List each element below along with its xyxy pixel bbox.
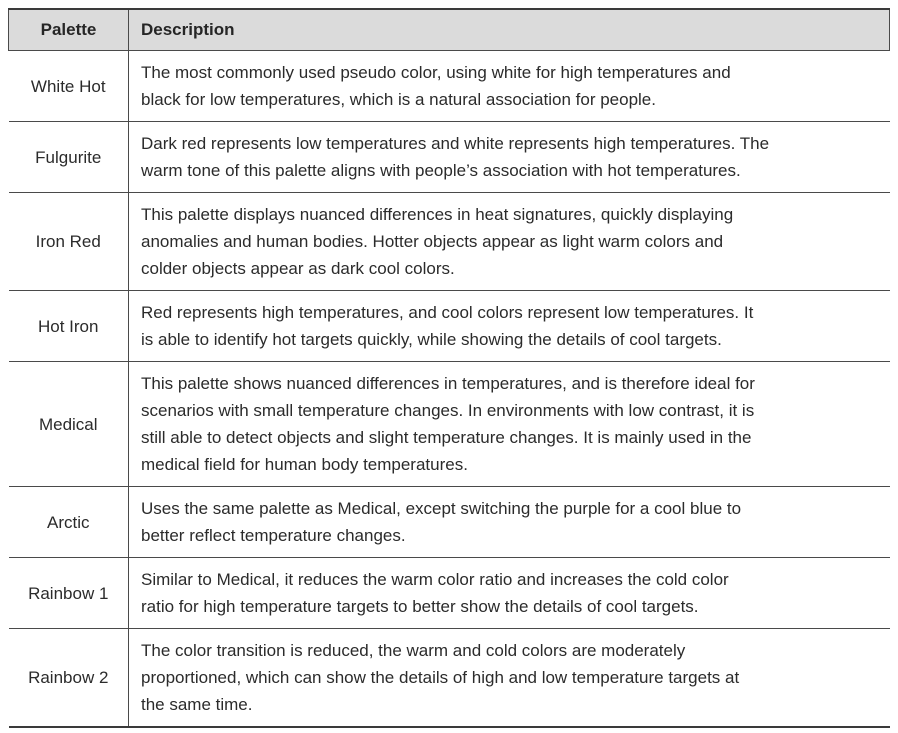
table-row: Arctic Uses the same palette as Medical,… [8, 486, 890, 558]
description-cell: Dark red represents low temperatures and… [128, 121, 890, 193]
table-row: White Hot The most commonly used pseudo … [8, 50, 890, 122]
description-cell: This palette shows nuanced differences i… [128, 361, 890, 487]
description-cell: Similar to Medical, it reduces the warm … [128, 557, 890, 629]
table-row: Medical This palette shows nuanced diffe… [8, 361, 890, 487]
palette-cell: Iron Red [8, 192, 129, 291]
palette-description-table: Palette Description White Hot The most c… [8, 8, 890, 728]
description-cell: This palette displays nuanced difference… [128, 192, 890, 291]
table-row: Hot Iron Red represents high temperature… [8, 290, 890, 362]
description-cell: The color transition is reduced, the war… [128, 628, 890, 728]
header-row: Palette Description [8, 8, 890, 51]
palette-cell: Rainbow 2 [8, 628, 129, 728]
palette-cell: Hot Iron [8, 290, 129, 362]
description-cell: Red represents high temperatures, and co… [128, 290, 890, 362]
palette-cell: Fulgurite [8, 121, 129, 193]
table-row: Rainbow 1 Similar to Medical, it reduces… [8, 557, 890, 629]
table-row: Rainbow 2 The color transition is reduce… [8, 628, 890, 728]
palette-cell: Arctic [8, 486, 129, 558]
palette-cell: Medical [8, 361, 129, 487]
table-row: Fulgurite Dark red represents low temper… [8, 121, 890, 193]
palette-cell: Rainbow 1 [8, 557, 129, 629]
table-row: Iron Red This palette displays nuanced d… [8, 192, 890, 291]
palette-cell: White Hot [8, 50, 129, 122]
column-header-description: Description [128, 8, 890, 51]
description-cell: Uses the same palette as Medical, except… [128, 486, 890, 558]
column-header-palette: Palette [8, 8, 129, 51]
description-cell: The most commonly used pseudo color, usi… [128, 50, 890, 122]
